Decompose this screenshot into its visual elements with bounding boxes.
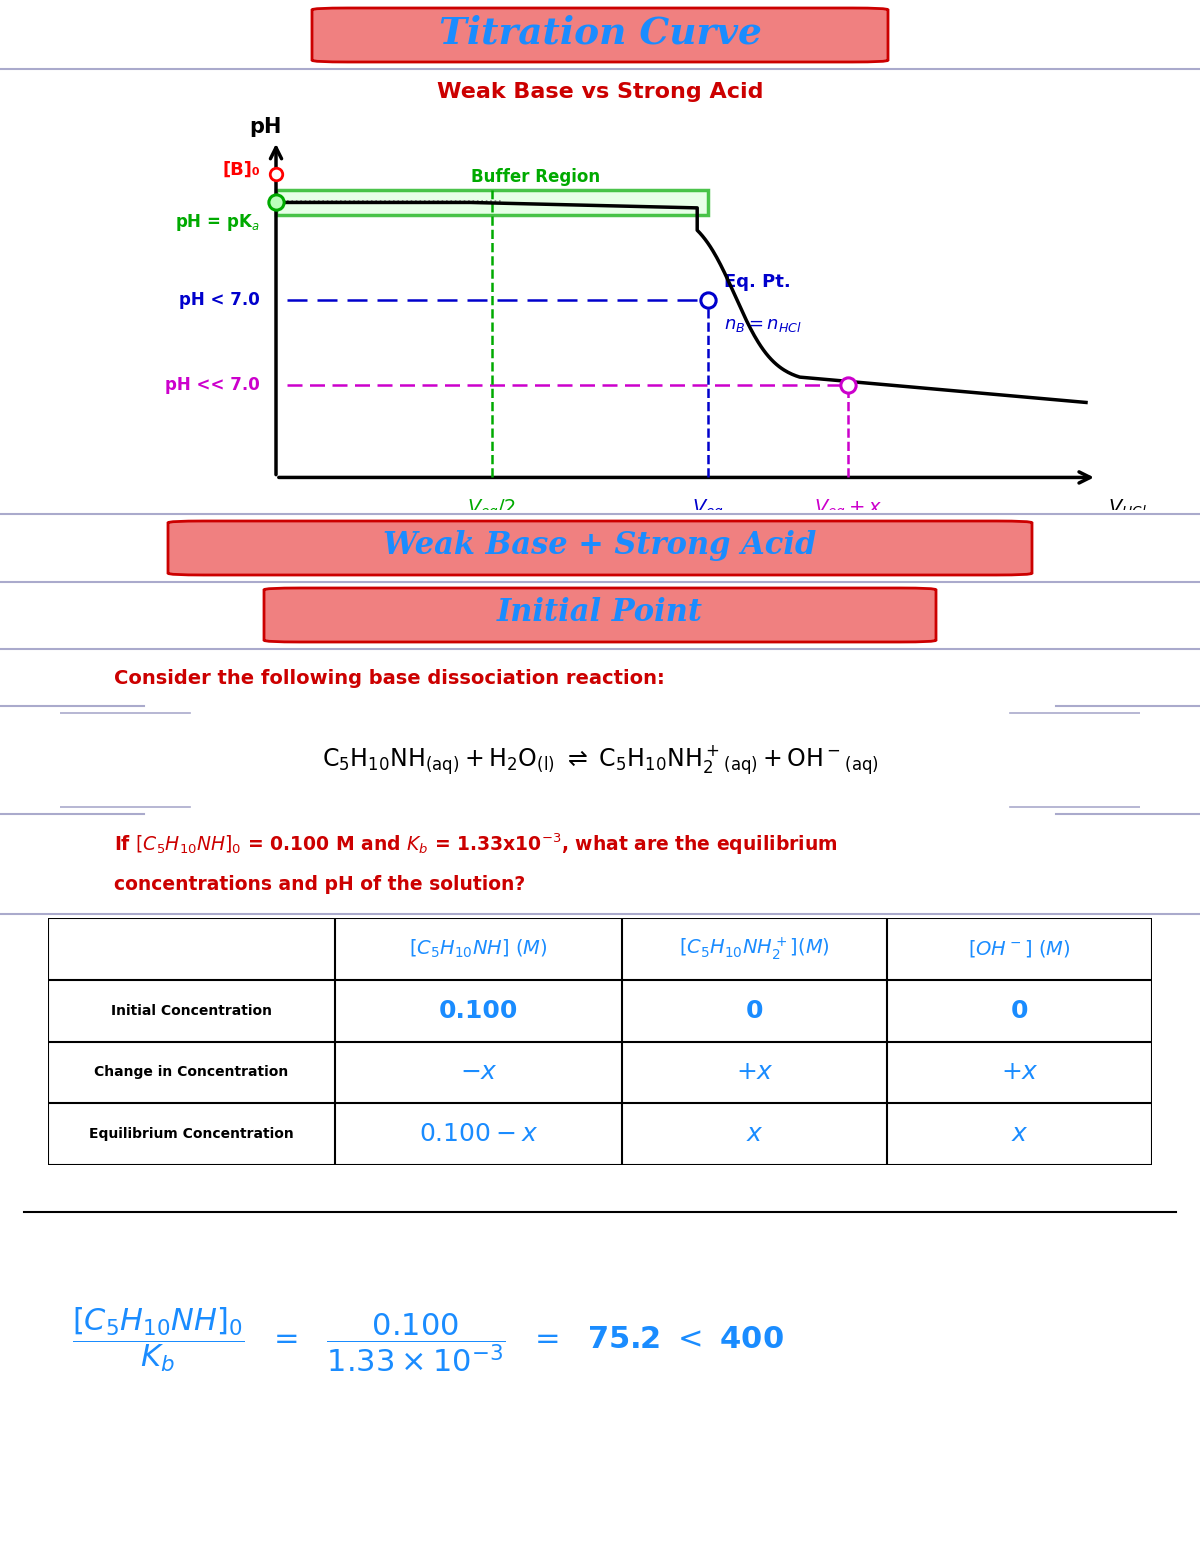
Text: pH < 7.0: pH < 7.0 (179, 290, 260, 309)
Text: [B]₀: [B]₀ (222, 162, 260, 179)
Text: 0: 0 (1010, 999, 1028, 1022)
Text: 0.100: 0.100 (439, 999, 518, 1022)
Text: Weak Base + Strong Acid: Weak Base + Strong Acid (383, 530, 817, 561)
Text: concentrations and pH of the solution?: concentrations and pH of the solution? (114, 874, 526, 893)
Text: $V_{eq}/2$: $V_{eq}/2$ (468, 497, 516, 522)
FancyBboxPatch shape (264, 589, 936, 641)
Text: $x$: $x$ (1010, 1123, 1028, 1146)
Text: $+x$: $+x$ (736, 1061, 774, 1084)
Text: 0: 0 (746, 999, 763, 1022)
Text: pH: pH (250, 118, 281, 137)
Text: If $[C_5H_{10}NH]_0$ = 0.100 M and $K_b$ = 1.33x10$^{-3}$, what are the equilibr: If $[C_5H_{10}NH]_0$ = 0.100 M and $K_b$… (114, 831, 838, 857)
Text: $+x$: $+x$ (1001, 1061, 1038, 1084)
Text: pH << 7.0: pH << 7.0 (166, 376, 260, 394)
Text: Titration Curve: Titration Curve (438, 14, 762, 51)
Text: Initial Point: Initial Point (497, 596, 703, 627)
Text: $n_B = n_{HCl}$: $n_B = n_{HCl}$ (725, 317, 802, 334)
Text: $V_{HCl}$: $V_{HCl}$ (1108, 497, 1146, 519)
Bar (276, 189, 708, 216)
Text: $0.100-x$: $0.100-x$ (419, 1123, 538, 1146)
Text: Change in Concentration: Change in Concentration (95, 1065, 289, 1079)
Text: Initial Concentration: Initial Concentration (112, 1003, 272, 1017)
Text: $V_{eq}+x$: $V_{eq}+x$ (814, 497, 883, 522)
Text: pH = pK$_a$: pH = pK$_a$ (175, 211, 260, 233)
Text: $V_{eq}$: $V_{eq}$ (692, 497, 724, 522)
FancyBboxPatch shape (168, 520, 1032, 575)
Text: Equilibrium Concentration: Equilibrium Concentration (89, 1127, 294, 1141)
Text: Buffer Region: Buffer Region (470, 168, 600, 186)
Text: $[C_5H_{10}NH_2^+](M)$: $[C_5H_{10}NH_2^+](M)$ (679, 935, 830, 963)
Text: Weak Base vs Strong Acid: Weak Base vs Strong Acid (437, 82, 763, 102)
Text: Eq. Pt.: Eq. Pt. (725, 273, 791, 290)
Text: $\dfrac{[C_5H_{10}NH]_0}{K_b}$  $=$  $\dfrac{0.100}{1.33\times10^{-3}}$  $=$  75: $\dfrac{[C_5H_{10}NH]_0}{K_b}$ $=$ $\dfr… (72, 1305, 784, 1374)
Text: $-x$: $-x$ (460, 1061, 498, 1084)
Text: $[OH^-]\ (M)$: $[OH^-]\ (M)$ (968, 938, 1070, 960)
Text: $[C_5H_{10}NH]\ (M)$: $[C_5H_{10}NH]\ (M)$ (409, 938, 548, 960)
Text: $x$: $x$ (745, 1123, 763, 1146)
Text: Consider the following base dissociation reaction:: Consider the following base dissociation… (114, 668, 665, 688)
FancyBboxPatch shape (312, 8, 888, 62)
Text: $\rm C_5H_{10}NH_{(aq)} + H_2O_{(l)}$ $\rightleftharpoons$ $\rm C_5H_{10}NH_2^+{: $\rm C_5H_{10}NH_{(aq)} + H_2O_{(l)}$ $\… (322, 744, 878, 776)
